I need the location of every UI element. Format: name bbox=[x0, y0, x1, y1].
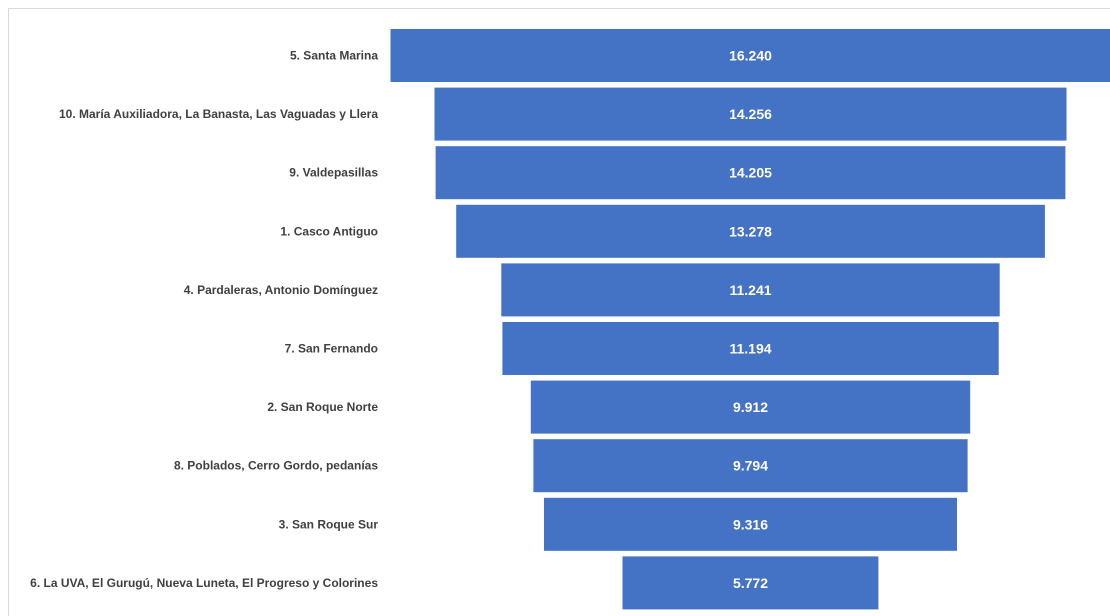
funnel-bar bbox=[435, 146, 1066, 200]
funnel-bar bbox=[502, 322, 999, 375]
chart-frame bbox=[8, 8, 1110, 616]
data-label: 11.194 bbox=[729, 341, 771, 357]
funnel-bar bbox=[544, 497, 957, 551]
funnel-bar bbox=[390, 29, 1110, 82]
category-label: 8. Poblados, Cerro Gordo, pedanías bbox=[174, 459, 378, 473]
data-label: 16.240 bbox=[729, 48, 772, 64]
data-label: 9.912 bbox=[733, 399, 768, 415]
category-labels: 5. Santa Marina 10. María Auxiliadora, La… bbox=[30, 49, 378, 590]
category-label: 9. Valdepasillas bbox=[289, 166, 378, 180]
data-label: 5.772 bbox=[733, 575, 768, 591]
funnel-bar bbox=[501, 263, 1000, 317]
category-label: 6. La UVA, El Gurugú, Nueva Luneta, El P… bbox=[30, 576, 378, 590]
category-label: 5. Santa Marina bbox=[290, 49, 378, 63]
value-labels: 16.240 14.256 14.205 13.278 11.241 11.194 9.91… bbox=[729, 48, 772, 591]
data-label: 9.316 bbox=[733, 516, 768, 532]
category-label: 1. Casco Antiguo bbox=[280, 224, 378, 238]
data-label: 11.241 bbox=[729, 282, 771, 298]
category-label: 3. San Roque Sur bbox=[279, 517, 379, 531]
data-label: 14.256 bbox=[729, 106, 772, 122]
category-label: 7. San Fernando bbox=[285, 342, 378, 356]
category-label: 4. Pardaleras, Antonio Domínguez bbox=[184, 283, 378, 297]
funnel-bar bbox=[434, 87, 1067, 141]
funnel-bar bbox=[622, 556, 879, 610]
category-label: 10. María Auxiliadora, La Banasta, Las V… bbox=[59, 107, 378, 121]
funnel-bars bbox=[390, 29, 1110, 610]
data-label: 14.205 bbox=[729, 165, 772, 181]
data-label: 13.278 bbox=[729, 223, 772, 239]
funnel-bar bbox=[530, 380, 971, 434]
category-label: 2. San Roque Norte bbox=[267, 400, 378, 414]
funnel-bar bbox=[456, 204, 1045, 258]
data-label: 9.794 bbox=[733, 458, 768, 474]
funnel-bar bbox=[533, 439, 968, 493]
